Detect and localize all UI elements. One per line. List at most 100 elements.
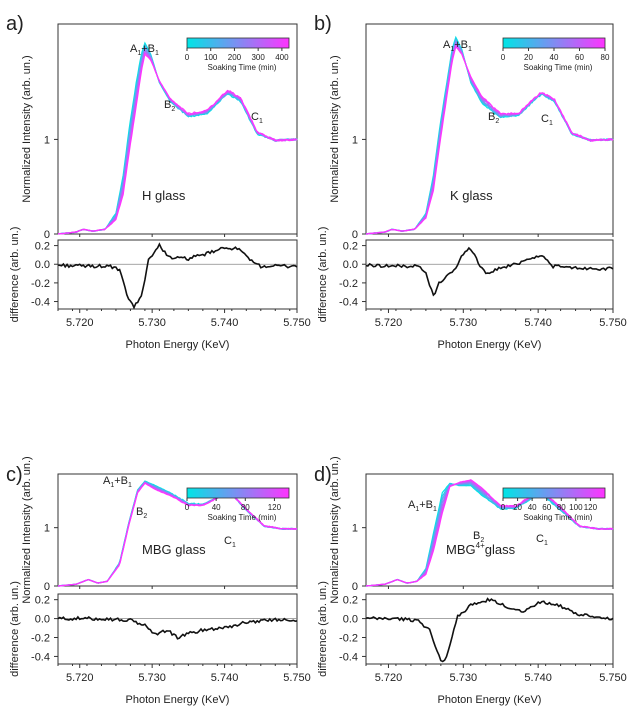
peak-label: C1: [251, 111, 263, 125]
y-tick-label: -0.4: [31, 297, 50, 309]
colorbar-tick-label: 120: [268, 503, 282, 512]
y-tick-label: 1: [44, 523, 50, 535]
y-tick-label: -0.2: [31, 278, 50, 290]
colorbar-label: Soaking Time (min): [524, 63, 593, 72]
y-tick-label: 1: [44, 134, 50, 146]
colorbar-tick-label: 0: [501, 503, 506, 512]
colorbar-tick-label: 100: [569, 503, 583, 512]
colorbar: [502, 37, 606, 49]
top-plot-frame: [365, 473, 614, 587]
sample-label: K glass: [450, 188, 493, 203]
sample-label-sup: 4+: [476, 541, 485, 550]
x-tick-label: 5.750: [599, 672, 627, 684]
peak-label: C1: [541, 113, 553, 127]
y-tick-label: -0.4: [339, 651, 358, 663]
y-axis-label-bottom: difference (arb. un.): [9, 227, 21, 323]
colorbar-tick-label: 20: [513, 503, 522, 512]
x-tick-label: 5.740: [211, 672, 239, 684]
colorbar: [186, 37, 290, 49]
y-tick-label: 0.2: [343, 595, 358, 607]
colorbar-tick-label: 60: [542, 503, 551, 512]
colorbar-tick-label: 40: [212, 503, 221, 512]
spectrum-line-5: [57, 49, 298, 235]
x-tick-label: 5.750: [283, 317, 311, 329]
spectrum-line-6: [365, 43, 614, 235]
colorbar-tick-label: 120: [584, 503, 598, 512]
peak-label: B2: [136, 506, 147, 520]
bottom-plot-frame: [57, 239, 298, 310]
x-tick-label: 5.730: [450, 317, 478, 329]
colorbar-tick-label: 200: [228, 53, 242, 62]
y-tick-label: 0: [44, 581, 50, 593]
y-tick-label: 0.0: [343, 614, 358, 626]
peak-label: C1: [536, 533, 548, 547]
colorbar-tick-label: 0: [185, 53, 190, 62]
x-axis-label: Photon Energy (KeV): [438, 339, 542, 351]
spectrum-line-6: [57, 51, 298, 235]
colorbar-label: Soaking Time (min): [208, 63, 277, 72]
sample-label: MBG4+glass: [446, 541, 516, 557]
x-tick-label: 5.750: [599, 317, 627, 329]
colorbar-tick-label: 100: [204, 53, 218, 62]
y-tick-label: -0.2: [31, 633, 50, 645]
colorbar-tick-label: 80: [601, 53, 610, 62]
x-tick-label: 5.720: [66, 672, 94, 684]
bottom-plot-frame: [57, 593, 298, 665]
y-tick-label: -0.4: [339, 297, 358, 309]
sample-label: H glass: [142, 188, 186, 203]
y-tick-label: 0.2: [343, 241, 358, 253]
x-tick-label: 5.730: [450, 672, 478, 684]
colorbar-tick-label: 40: [550, 53, 559, 62]
x-tick-label: 5.740: [524, 317, 552, 329]
spectrum-line-3: [57, 45, 298, 235]
sample-label: MBG glass: [142, 542, 206, 557]
spectrum-line-7: [365, 479, 614, 587]
colorbar-tick-label: 40: [528, 503, 537, 512]
peak-label: A1+B1: [408, 499, 437, 513]
difference-line: [57, 615, 298, 640]
y-tick-label: 0: [352, 581, 358, 593]
spectrum-line-7: [57, 482, 298, 587]
x-tick-label: 5.750: [283, 672, 311, 684]
y-tick-label: 1: [352, 523, 358, 535]
y-axis-label-bottom: difference (arb. un.): [317, 227, 329, 323]
colorbar-tick-label: 300: [251, 53, 265, 62]
y-axis-label-top: Normalized Intensity (arb. un.): [21, 55, 33, 202]
colorbar-tick-label: 0: [501, 53, 506, 62]
colorbar-tick-label: 80: [557, 503, 566, 512]
peak-label: A1+B1: [103, 475, 132, 489]
difference-line: [57, 242, 298, 310]
y-tick-label: 0.0: [35, 259, 50, 271]
peak-label: B2: [473, 530, 484, 544]
colorbar-tick-label: 20: [524, 53, 533, 62]
x-tick-label: 5.720: [375, 672, 403, 684]
panel-label: d): [314, 464, 332, 486]
x-tick-label: 5.720: [375, 317, 403, 329]
spectrum-line-7: [57, 52, 298, 235]
y-tick-label: -0.2: [339, 278, 358, 290]
spectrum-line-5: [365, 42, 614, 235]
colorbar-label: Soaking Time (min): [208, 513, 277, 522]
y-tick-label: 0.2: [35, 595, 50, 607]
y-tick-label: 0: [352, 229, 358, 241]
y-tick-label: -0.2: [339, 633, 358, 645]
bottom-plot-frame: [365, 239, 614, 310]
chart-panel-2: b) 0 1 0.2 0.0 -0.2 -0.4 5.720 5.730 5.740 5.750 Ph…: [314, 13, 627, 351]
top-plot-frame: [57, 23, 298, 235]
peak-label: B2: [488, 111, 499, 125]
panel-label: a): [6, 13, 24, 35]
peak-label: A1+B1: [130, 43, 159, 57]
colorbar: [186, 487, 290, 499]
peak-label: B2: [164, 99, 175, 113]
chart-panel-4: d) 0 1 0.2 0.0 -0.2 -0.4 5.720 5.730 5.740 5.750 Ph…: [314, 456, 627, 706]
colorbar-tick-label: 0: [185, 503, 190, 512]
y-tick-label: -0.4: [31, 651, 50, 663]
x-axis-label: Photon Energy (KeV): [126, 339, 230, 351]
panel-label: b): [314, 13, 332, 35]
y-axis-label-bottom: difference (arb. un.): [317, 581, 329, 677]
x-tick-label: 5.730: [138, 317, 166, 329]
chart-panel-1: a) 0 1 0.2 0.0 -0.2 -0.4 5.720 5.730 5.740 5.750 Ph…: [6, 13, 311, 351]
colorbar-tick-label: 400: [275, 53, 289, 62]
top-plot-frame: [365, 23, 614, 235]
